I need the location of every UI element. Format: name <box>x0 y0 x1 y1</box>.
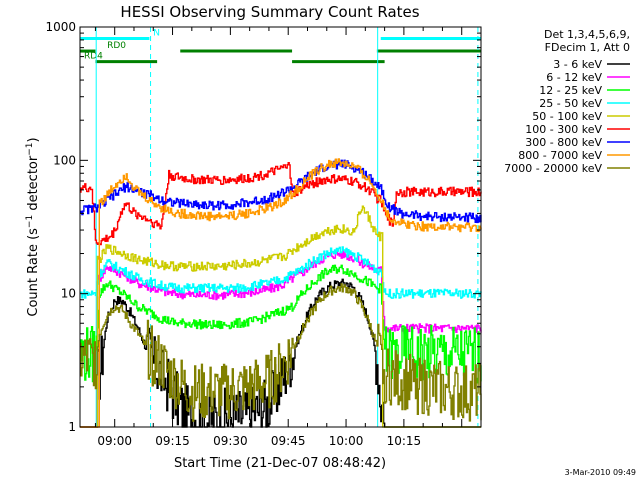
y-axis-label: Count Rate (s−1 detector−1) <box>25 137 41 316</box>
series-line-800-7000-kev <box>80 158 482 428</box>
flag-label-rd4: RD4 <box>84 52 103 62</box>
time-flags-group: N RD0 RD4 <box>80 28 481 64</box>
x-tick-label: 09:45 <box>271 434 306 448</box>
series-line-3-6-kev <box>80 278 481 428</box>
y-tick-label: 10 <box>61 287 76 301</box>
y-tick-label: 1000 <box>45 20 76 34</box>
series-line-300-800-kev <box>80 159 482 224</box>
series-line-100-300-kev <box>80 162 482 246</box>
legend-label: 300 - 800 keV <box>525 136 602 149</box>
series-line-7000-20000-kev <box>80 283 482 422</box>
footer-date: 3-Mar-2010 09:49 <box>565 468 636 477</box>
legend-label: 50 - 100 keV <box>532 110 602 123</box>
series-line-6-12-kev <box>80 249 482 428</box>
legend-header-line1: Det 1,3,4,5,6,9, <box>544 28 630 41</box>
x-tick-label: 09:00 <box>97 434 132 448</box>
legend-label: 25 - 50 keV <box>539 97 602 110</box>
series-line-50-100-kev <box>80 205 481 428</box>
y-axis-ticks: 1 10 100 1000 <box>45 20 481 434</box>
x-tick-label: 10:00 <box>329 434 364 448</box>
legend-label: 3 - 6 keV <box>553 58 602 71</box>
flag-label-rd0: RD0 <box>107 41 126 51</box>
legend-label: 7000 - 20000 keV <box>504 162 602 175</box>
legend-label: 6 - 12 keV <box>546 71 602 84</box>
legend-label: 100 - 300 keV <box>525 123 602 136</box>
legend: Det 1,3,4,5,6,9, FDecim 1, Att 0 3 - 6 k… <box>504 28 630 175</box>
y-tick-label: 100 <box>53 153 76 167</box>
x-tick-label: 09:15 <box>155 434 190 448</box>
y-tick-label: 1 <box>68 420 76 434</box>
plot-frame <box>79 26 482 428</box>
legend-header-line2: FDecim 1, Att 0 <box>545 41 630 54</box>
series-lines-group <box>80 158 482 428</box>
x-tick-label: 10:15 <box>387 434 422 448</box>
flag-label-n: N <box>153 28 160 38</box>
x-axis-ticks: 09:00 09:15 09:30 09:45 10:00 10:15 <box>94 27 482 448</box>
x-axis-label: Start Time (21-Dec-07 08:48:42) <box>174 456 386 471</box>
x-tick-label: 09:30 <box>213 434 248 448</box>
legend-label: 12 - 25 keV <box>539 84 602 97</box>
legend-label: 800 - 7000 keV <box>518 149 602 162</box>
series-line-25-50-kev <box>80 246 482 299</box>
chart-title: HESSI Observing Summary Count Rates <box>120 3 419 21</box>
